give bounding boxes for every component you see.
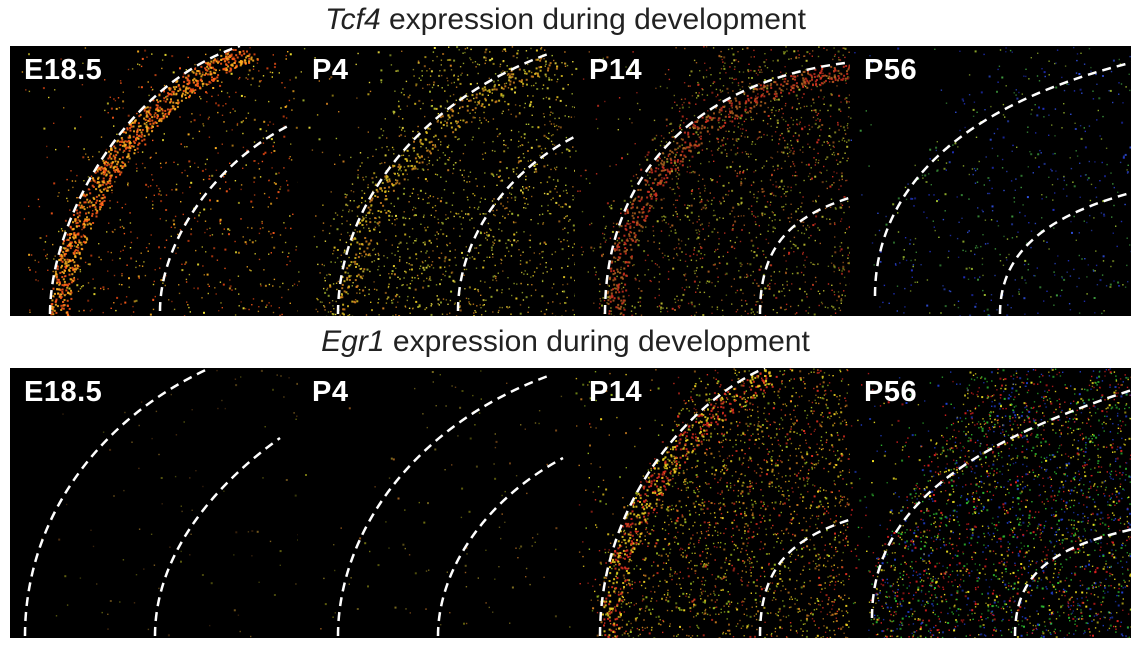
pial-boundary-outline [598, 368, 766, 637]
row-title-egr1: Egr1 expression during development [0, 325, 1131, 359]
expression-image [575, 46, 863, 316]
age-label: P14 [589, 376, 643, 408]
row-caption: expression during development [380, 3, 806, 36]
panel-egr1-p4: P4 [298, 368, 586, 638]
row-caption: expression during development [384, 325, 810, 358]
age-label: P56 [864, 376, 918, 408]
age-label: P4 [312, 376, 349, 408]
expression-image [23, 368, 298, 638]
expression-dots [21, 47, 298, 316]
age-label: E18.5 [24, 54, 103, 86]
pial-boundary-outline [48, 46, 241, 315]
row-title-tcf4: Tcf4 expression during development [0, 3, 1131, 37]
age-label: P56 [864, 54, 918, 86]
panel-egr1-p56: P56 [850, 368, 1131, 638]
expression-dots [575, 46, 863, 316]
expression-image [305, 370, 586, 637]
age-label: P4 [312, 54, 349, 86]
pial-boundary-outline [873, 61, 1131, 297]
age-label: E18.5 [24, 376, 103, 408]
expression-image [850, 46, 1131, 316]
expression-dots [39, 369, 298, 638]
gene-name: Egr1 [321, 325, 385, 358]
white-matter-boundary-outline [153, 436, 281, 637]
pial-boundary-outline [23, 368, 211, 637]
white-matter-boundary-outline [436, 456, 564, 637]
panel-tcf4-e18-5: E18.5 [10, 46, 298, 316]
expression-dots [305, 370, 586, 630]
panel-egr1-p14: P14 [575, 368, 863, 638]
white-matter-boundary-outline [158, 124, 289, 312]
expression-dots [850, 368, 1131, 638]
age-label: P14 [589, 54, 643, 86]
expression-dots [850, 46, 1131, 316]
expression-dots [575, 368, 863, 638]
pial-boundary-outline [336, 374, 549, 637]
white-matter-boundary-outline [758, 516, 856, 637]
expression-image [21, 46, 298, 316]
white-matter-boundary-outline [1013, 528, 1131, 637]
panel-tcf4-p14: P14 [575, 46, 863, 316]
pial-boundary-outline [870, 388, 1131, 619]
panel-egr1-e18-5: E18.5 [10, 368, 298, 638]
panel-tcf4-p56: P56 [850, 46, 1131, 316]
panel-tcf4-p4: P4 [298, 46, 586, 316]
pial-boundary-outline [603, 59, 863, 315]
gene-name: Tcf4 [325, 3, 381, 36]
expression-image [850, 368, 1131, 638]
white-matter-boundary-outline [998, 191, 1131, 315]
white-matter-boundary-outline [758, 194, 856, 315]
expression-image [575, 368, 863, 638]
expression-image [298, 46, 586, 316]
expression-dots [298, 46, 586, 316]
